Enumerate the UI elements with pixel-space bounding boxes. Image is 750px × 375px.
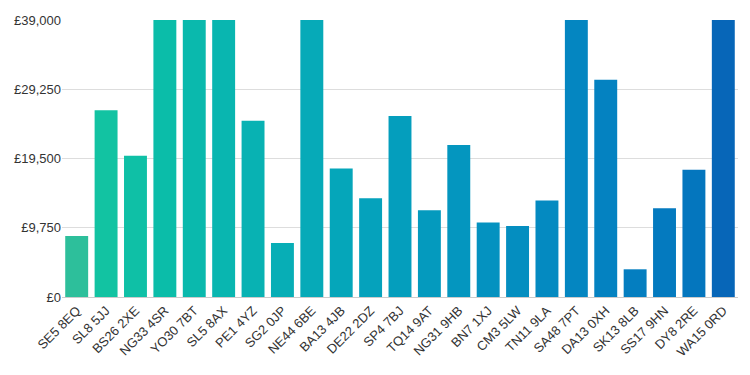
svg-text:SG2 0JP: SG2 0JP bbox=[242, 303, 289, 350]
svg-text:£9,750: £9,750 bbox=[21, 220, 61, 235]
svg-text:DY8 2RE: DY8 2RE bbox=[652, 303, 701, 352]
svg-text:£19,500: £19,500 bbox=[14, 151, 61, 166]
svg-text:BN7 1XJ: BN7 1XJ bbox=[448, 303, 495, 350]
svg-text:SA48 7PT: SA48 7PT bbox=[531, 303, 584, 356]
svg-text:NE44 6BE: NE44 6BE bbox=[265, 303, 319, 357]
svg-text:NG31 9HB: NG31 9HB bbox=[410, 303, 465, 358]
svg-text:TQ14 9AT: TQ14 9AT bbox=[384, 303, 436, 355]
svg-text:WA15 0RD: WA15 0RD bbox=[674, 303, 730, 359]
svg-text:SP4 7BJ: SP4 7BJ bbox=[360, 303, 406, 349]
svg-text:SL8 5JJ: SL8 5JJ bbox=[69, 303, 113, 347]
svg-text:YO30 7BT: YO30 7BT bbox=[147, 303, 201, 357]
svg-text:SL5 8AX: SL5 8AX bbox=[183, 303, 230, 350]
svg-text:TN11 9LA: TN11 9LA bbox=[502, 303, 554, 355]
svg-text:BS26 2XE: BS26 2XE bbox=[89, 303, 142, 356]
svg-text:£29,250: £29,250 bbox=[14, 82, 61, 97]
svg-text:£39,000: £39,000 bbox=[14, 13, 61, 28]
svg-text:SS17 9HN: SS17 9HN bbox=[617, 303, 671, 357]
svg-text:BA13 4JB: BA13 4JB bbox=[296, 303, 347, 354]
svg-text:PE1 4YZ: PE1 4YZ bbox=[212, 303, 259, 350]
svg-text:NG33 4SR: NG33 4SR bbox=[117, 303, 172, 358]
svg-text:DE22 2DZ: DE22 2DZ bbox=[324, 303, 378, 357]
svg-text:CM3 5LW: CM3 5LW bbox=[473, 303, 524, 354]
svg-text:SK13 8LB: SK13 8LB bbox=[590, 303, 642, 355]
svg-text:SE5 8EQ: SE5 8EQ bbox=[34, 303, 83, 352]
svg-text:£0: £0 bbox=[47, 290, 61, 305]
svg-text:DA13 0XH: DA13 0XH bbox=[558, 303, 612, 357]
